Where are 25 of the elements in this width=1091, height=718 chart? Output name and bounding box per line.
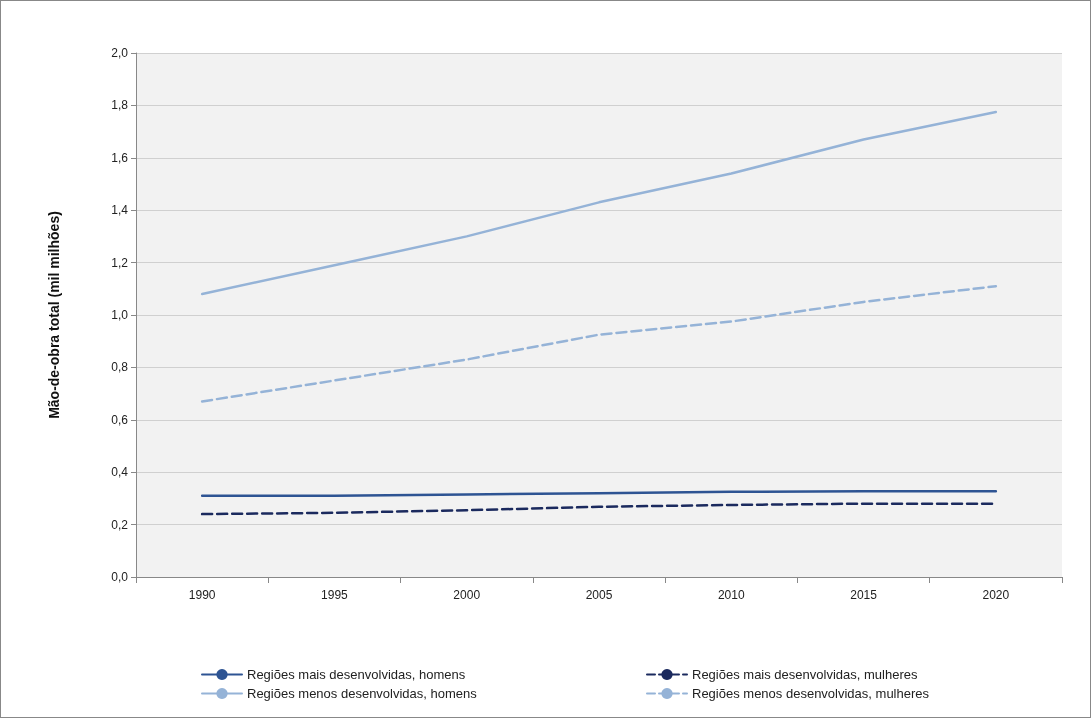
x-tick-label: 2005 xyxy=(585,588,613,602)
y-tick-label: 0,2 xyxy=(111,517,129,532)
y-axis-title: Mão-de-obra total (mil milhões) xyxy=(46,211,62,419)
y-tick-label: 1,6 xyxy=(111,150,129,165)
y-tick-label: 1,8 xyxy=(111,98,129,113)
x-tick-label: 2015 xyxy=(850,588,878,602)
x-tick-label: 2000 xyxy=(453,588,481,602)
y-tick-label: 1,4 xyxy=(111,203,129,218)
y-tick-label: 2,0 xyxy=(111,46,129,60)
legend-label: Regiões mais desenvolvidas, homens xyxy=(247,667,466,682)
legend-label: Regiões mais desenvolvidas, mulheres xyxy=(692,667,918,682)
x-tick-label: 1995 xyxy=(321,588,349,602)
y-tick-label: 0,0 xyxy=(111,570,129,584)
y-tick-label: 1,0 xyxy=(111,308,129,322)
legend-label: Regiões menos desenvolvidas, mulheres xyxy=(692,686,930,701)
legend-label: Regiões menos desenvolvidas, homens xyxy=(247,686,478,701)
y-tick-label: 0,6 xyxy=(111,412,129,427)
x-tick-label: 1990 xyxy=(188,588,216,602)
y-tick-label: 0,8 xyxy=(111,360,129,375)
y-tick-label: 0,4 xyxy=(111,465,129,480)
y-tick-label: 1,2 xyxy=(111,255,129,270)
x-tick-label: 2020 xyxy=(982,588,1010,602)
line-series xyxy=(200,284,998,403)
x-tick-label: 2010 xyxy=(717,588,745,602)
line-series xyxy=(200,110,998,296)
